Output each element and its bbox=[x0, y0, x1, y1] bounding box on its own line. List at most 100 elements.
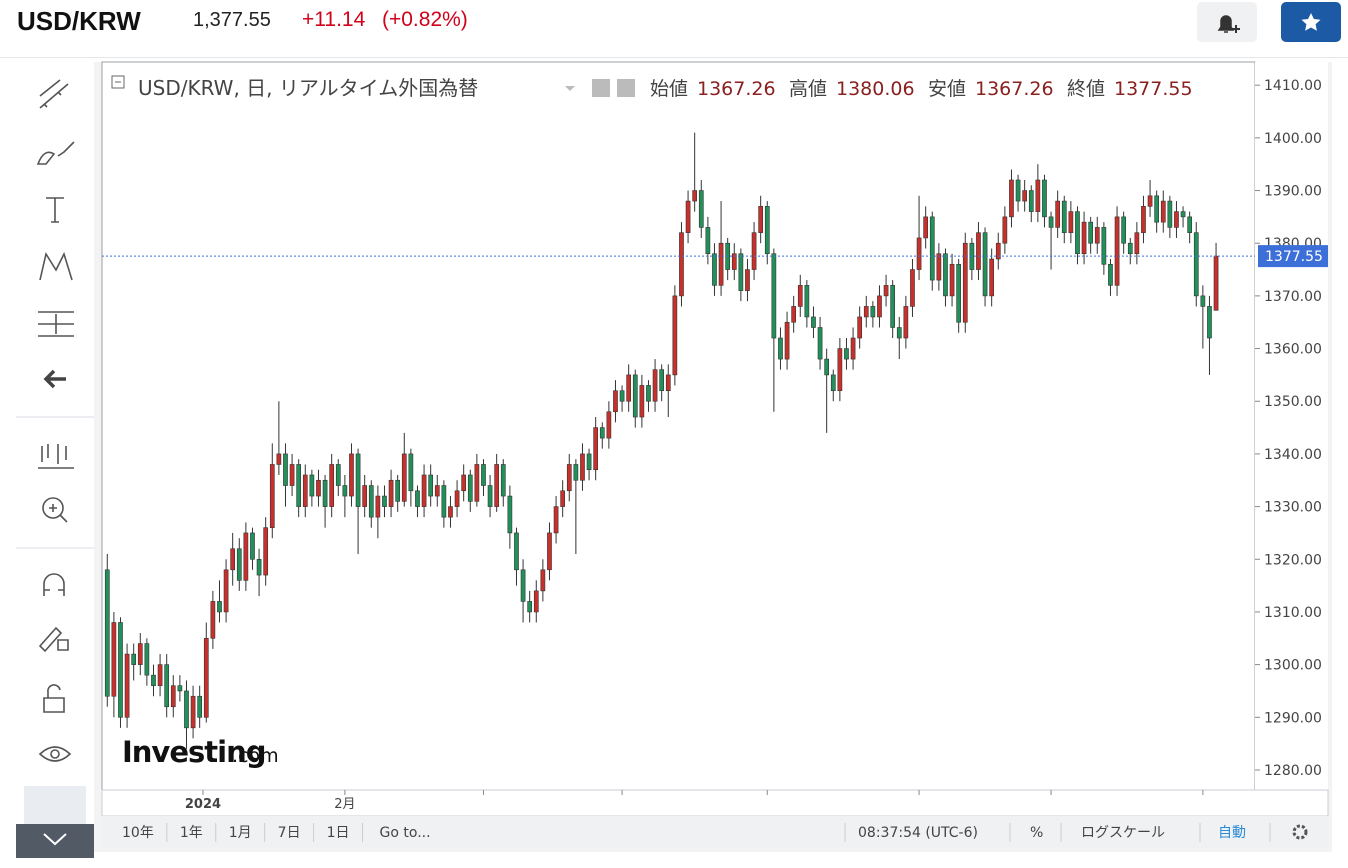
candle-body bbox=[1042, 179, 1047, 218]
link-tool[interactable] bbox=[24, 786, 86, 826]
candle-body bbox=[118, 622, 123, 718]
candle-body bbox=[560, 490, 566, 507]
candle-body bbox=[494, 464, 500, 507]
candle-body bbox=[1061, 200, 1067, 233]
marks: 1280.00 1290.00 1300.00 1310.00 1320.00 1330.… bbox=[102, 78, 1328, 812]
range-button[interactable]: 1年 bbox=[180, 825, 203, 841]
candle-body bbox=[362, 485, 368, 507]
pattern-tool[interactable] bbox=[39, 251, 73, 281]
legend-dropdown[interactable] bbox=[565, 86, 575, 91]
visibility-toggle[interactable] bbox=[592, 79, 610, 97]
lock-draw-tool[interactable] bbox=[38, 626, 69, 653]
candle-body bbox=[613, 390, 618, 413]
candle-body bbox=[401, 453, 407, 502]
time-axis bbox=[101, 789, 1329, 817]
candle-body bbox=[368, 485, 374, 518]
candle-body bbox=[731, 253, 737, 270]
candle-body bbox=[500, 464, 506, 497]
brush-tool[interactable] bbox=[36, 141, 75, 165]
candle-body bbox=[698, 190, 704, 228]
candle-body bbox=[804, 285, 810, 318]
candle-body bbox=[421, 474, 427, 507]
log-toggle[interactable]: ログスケール bbox=[1081, 825, 1165, 841]
candle-body bbox=[1028, 190, 1034, 212]
candle-body bbox=[236, 548, 242, 581]
y-tick-label: 1360.00 bbox=[1264, 342, 1322, 358]
logo-brand: Investing bbox=[122, 735, 265, 769]
toolbar-icons bbox=[36, 79, 75, 762]
candle-body bbox=[863, 306, 869, 318]
y-tick-label: 1300.00 bbox=[1264, 658, 1322, 674]
collapse-button[interactable] bbox=[16, 824, 94, 858]
legend-high-value: 1380.06 bbox=[836, 78, 915, 100]
candle-body bbox=[1068, 211, 1074, 233]
candle-body bbox=[1055, 200, 1061, 228]
percent-toggle[interactable]: % bbox=[1030, 825, 1043, 841]
alert-button[interactable] bbox=[1197, 2, 1257, 42]
settings-button[interactable] bbox=[1292, 824, 1308, 840]
unlock-tool[interactable] bbox=[43, 684, 65, 713]
candle-body bbox=[124, 653, 130, 718]
candle-body bbox=[989, 258, 995, 297]
candle-body bbox=[329, 464, 335, 507]
watchlist-button[interactable] bbox=[1281, 2, 1341, 42]
candle-body bbox=[1015, 179, 1021, 202]
goto-button[interactable]: Go to... bbox=[380, 825, 431, 841]
candle-body bbox=[982, 232, 988, 297]
candle-body bbox=[428, 474, 434, 497]
candle-body bbox=[745, 269, 750, 291]
candle-body bbox=[830, 374, 836, 392]
text-tool[interactable] bbox=[46, 197, 64, 223]
candle-body bbox=[533, 590, 539, 613]
candle-body bbox=[1094, 227, 1100, 244]
visibility-tool[interactable] bbox=[38, 746, 72, 762]
magnet-tool[interactable] bbox=[43, 573, 65, 596]
legend-low-label: 安値 bbox=[928, 78, 966, 100]
candle-body bbox=[335, 464, 341, 486]
trend-tool[interactable] bbox=[39, 79, 69, 109]
candle-body bbox=[956, 263, 962, 323]
candle-body bbox=[580, 453, 585, 481]
range-button[interactable]: 10年 bbox=[122, 825, 154, 841]
candle-body bbox=[547, 532, 552, 571]
settings-toggle[interactable] bbox=[617, 79, 635, 97]
zoom-tool[interactable] bbox=[42, 497, 64, 519]
candle-body bbox=[1207, 306, 1212, 339]
candle-body bbox=[890, 285, 896, 328]
candle-body bbox=[1075, 211, 1080, 255]
candle-body bbox=[243, 532, 249, 581]
candle-body bbox=[322, 479, 328, 507]
candle-body bbox=[712, 253, 717, 286]
range-button[interactable]: 7日 bbox=[278, 825, 301, 841]
candle-body bbox=[1180, 211, 1186, 218]
indicator-tool[interactable] bbox=[38, 444, 74, 469]
fib-tool[interactable] bbox=[38, 311, 74, 337]
candle-body bbox=[566, 464, 572, 492]
candle-body bbox=[857, 316, 863, 339]
candle-body bbox=[751, 232, 757, 270]
y-tick-label: 1400.00 bbox=[1264, 131, 1322, 147]
candle-body bbox=[250, 532, 255, 560]
candle-body bbox=[599, 427, 605, 439]
bar-separators bbox=[844, 823, 1271, 842]
legend-low-value: 1367.26 bbox=[975, 78, 1054, 100]
candle-body bbox=[527, 601, 533, 613]
candle-body bbox=[1167, 200, 1173, 228]
range-button[interactable]: 1日 bbox=[327, 825, 350, 841]
back-button[interactable] bbox=[43, 369, 66, 389]
candle-body bbox=[738, 253, 744, 291]
candle-body bbox=[916, 237, 922, 270]
candle-body bbox=[606, 411, 612, 439]
auto-toggle[interactable]: 自動 bbox=[1218, 825, 1246, 841]
candle-body bbox=[705, 227, 711, 255]
candle-body bbox=[632, 374, 638, 418]
range-button[interactable]: 1月 bbox=[229, 825, 252, 841]
candle-body bbox=[811, 316, 816, 328]
candle-body bbox=[454, 490, 460, 507]
candle-body bbox=[316, 479, 321, 497]
collapse-legend[interactable] bbox=[111, 75, 125, 89]
toolbar bbox=[16, 62, 94, 852]
candle-body bbox=[1108, 263, 1113, 286]
candle-body bbox=[1174, 211, 1179, 228]
